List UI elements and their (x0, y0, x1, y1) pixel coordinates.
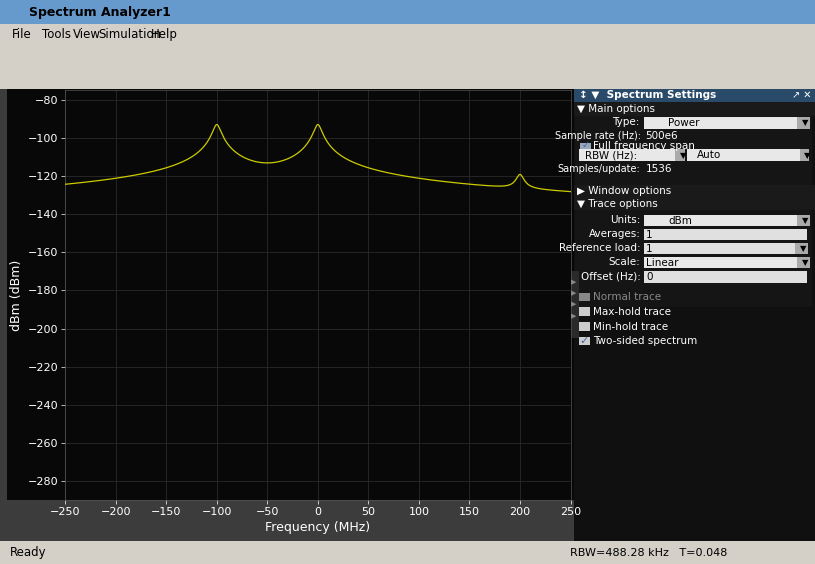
Text: ▶: ▶ (571, 302, 577, 307)
Bar (644, 117, 807, 129)
Bar (575, 116, 812, 192)
Text: Spectrum Analyzer1: Spectrum Analyzer1 (29, 6, 170, 19)
Bar (574, 102, 815, 116)
Text: ↕ ▼  Spectrum Settings: ↕ ▼ Spectrum Settings (579, 90, 716, 100)
Text: dBm: dBm (668, 215, 692, 226)
Text: File: File (12, 28, 32, 41)
Bar (687, 149, 809, 161)
Text: Samples/update:: Samples/update: (557, 164, 641, 174)
Text: ✓: ✓ (579, 336, 589, 346)
Bar (675, 149, 685, 161)
Text: ▶: ▶ (571, 279, 577, 285)
Bar (0, 69, 815, 89)
Bar (797, 215, 810, 226)
Bar (797, 257, 810, 268)
Bar (644, 271, 807, 283)
Text: 1536: 1536 (645, 164, 672, 174)
Text: Scale:: Scale: (609, 257, 641, 267)
Bar (580, 143, 591, 150)
Text: ▼: ▼ (800, 244, 806, 253)
Bar (579, 307, 590, 316)
Text: Reference load:: Reference load: (559, 243, 641, 253)
Text: View: View (73, 28, 101, 41)
Bar (574, 89, 815, 541)
Bar (574, 197, 815, 210)
Bar (7, 89, 574, 500)
Text: RBW=488.28 kHz   T=0.048: RBW=488.28 kHz T=0.048 (570, 548, 728, 558)
Text: 500e6: 500e6 (645, 131, 678, 142)
Text: Tools: Tools (42, 28, 72, 41)
Text: 1: 1 (646, 244, 653, 254)
Text: Ready: Ready (10, 546, 46, 559)
Text: ↗ ✕: ↗ ✕ (792, 90, 812, 100)
Bar (644, 243, 795, 254)
Text: Simulation: Simulation (98, 28, 161, 41)
Bar (0, 541, 815, 564)
Text: ▼ Trace options: ▼ Trace options (577, 199, 658, 209)
Text: ▼ Main options: ▼ Main options (577, 104, 655, 114)
Bar (797, 117, 810, 129)
Bar (579, 337, 590, 345)
Text: Min-hold trace: Min-hold trace (593, 321, 668, 332)
Bar (0, 45, 815, 69)
Text: ▶: ▶ (571, 313, 577, 319)
Text: Two-sided spectrum: Two-sided spectrum (593, 336, 698, 346)
Text: Averages:: Averages: (588, 229, 641, 239)
Text: ▼: ▼ (680, 151, 686, 160)
Text: ▶: ▶ (571, 290, 577, 296)
Y-axis label: dBm (dBm): dBm (dBm) (11, 259, 24, 331)
Bar (800, 149, 809, 161)
X-axis label: Frequency (MHz): Frequency (MHz) (266, 521, 370, 534)
Text: 1: 1 (646, 230, 653, 240)
Text: RBW (Hz):: RBW (Hz): (585, 150, 637, 160)
Bar (795, 243, 808, 254)
Text: ✓: ✓ (582, 140, 590, 150)
Bar (644, 229, 807, 240)
Bar (579, 322, 590, 331)
Text: ▶ Window options: ▶ Window options (577, 186, 672, 196)
Text: Linear: Linear (646, 258, 679, 268)
Bar (580, 143, 591, 150)
Bar (579, 293, 590, 301)
Text: ▼: ▼ (802, 216, 808, 225)
Bar (644, 215, 807, 226)
Bar (0, 0, 815, 24)
Bar (575, 116, 812, 192)
Text: Offset (Hz):: Offset (Hz): (581, 271, 641, 281)
Text: Normal trace: Normal trace (593, 292, 662, 302)
Text: ▼: ▼ (804, 151, 811, 160)
Text: Type:: Type: (612, 117, 640, 127)
Bar (579, 149, 676, 161)
Text: Units:: Units: (610, 215, 641, 225)
Text: Full frequency span: Full frequency span (593, 141, 695, 151)
Bar (0, 24, 815, 45)
Bar (574, 89, 815, 102)
Text: Max-hold trace: Max-hold trace (593, 307, 672, 317)
Bar (570, 271, 579, 338)
Text: ▼: ▼ (802, 258, 808, 267)
Text: 0: 0 (646, 272, 653, 282)
Bar (0, 89, 815, 541)
Text: ▼: ▼ (802, 118, 808, 127)
Bar (575, 210, 812, 307)
Bar (574, 185, 815, 197)
Bar (644, 257, 807, 268)
Text: Power: Power (668, 118, 700, 128)
Text: Auto: Auto (697, 150, 721, 160)
Text: Help: Help (151, 28, 178, 41)
Text: Sample rate (Hz):: Sample rate (Hz): (554, 131, 641, 142)
